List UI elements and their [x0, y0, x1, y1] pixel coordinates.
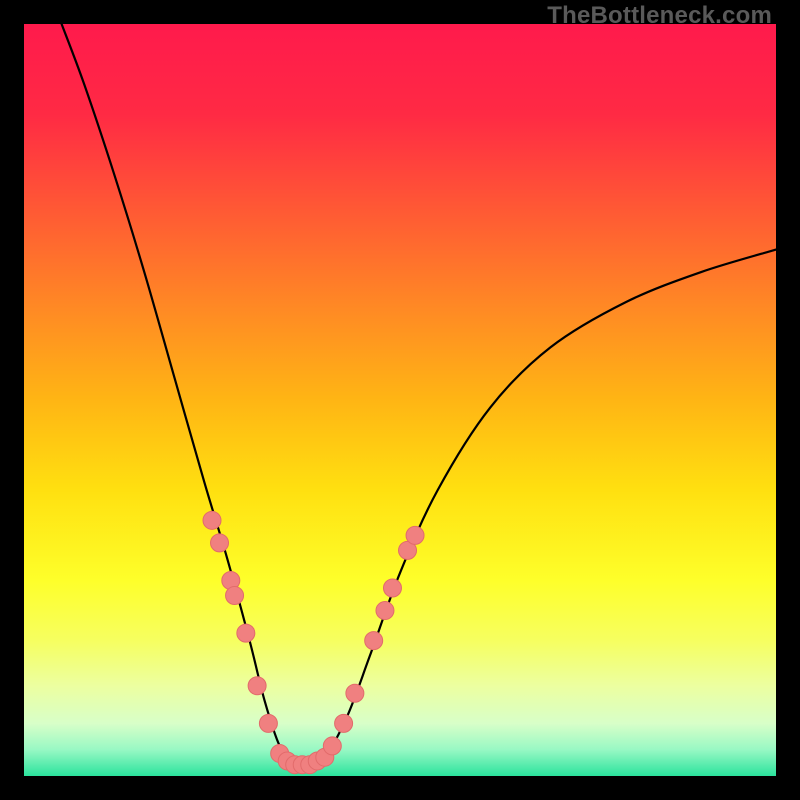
data-marker: [406, 526, 424, 544]
data-marker: [248, 677, 266, 695]
plot-area-gradient: [24, 24, 776, 776]
data-marker: [365, 632, 383, 650]
data-marker: [211, 534, 229, 552]
bottleneck-curve-chart: [0, 0, 800, 800]
data-marker: [203, 511, 221, 529]
data-marker: [335, 714, 353, 732]
data-marker: [323, 737, 341, 755]
data-marker: [259, 714, 277, 732]
data-marker: [237, 624, 255, 642]
data-marker: [226, 587, 244, 605]
data-marker: [376, 602, 394, 620]
data-marker: [346, 684, 364, 702]
watermark-text: TheBottleneck.com: [547, 2, 772, 30]
data-marker: [383, 579, 401, 597]
chart-root: TheBottleneck.com: [0, 0, 800, 800]
